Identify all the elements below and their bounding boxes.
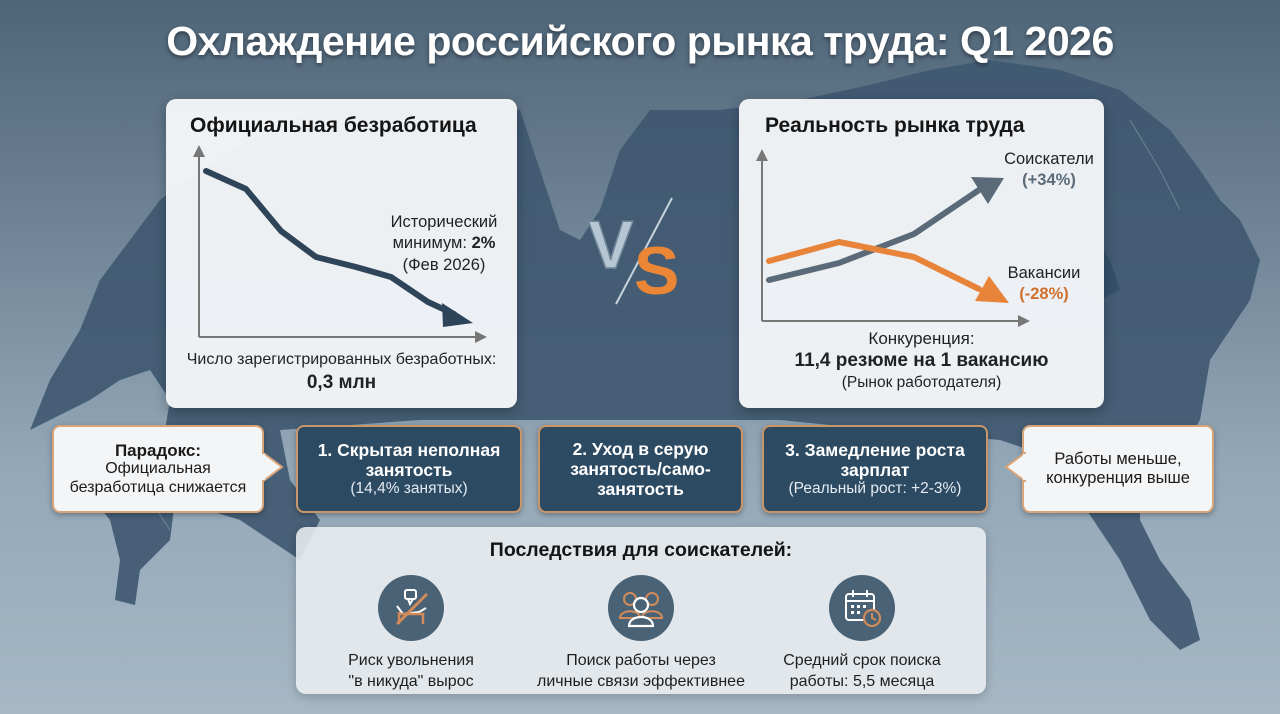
consequences-panel: Последствия для соискателей: Риск увольн… <box>296 527 986 694</box>
factor-hidden-underemployment: 1. Скрытая неполная занятость (14,4% зан… <box>296 425 522 513</box>
result-pointer-icon <box>1004 452 1026 482</box>
factor-grey-employment: 2. Уход в серую занятость/само- занятост… <box>538 425 743 513</box>
historical-minimum-annotation: Исторический минимум: 2% (Фев 2026) <box>390 213 498 274</box>
competition-note: (Рынок работодателя) <box>841 374 1002 391</box>
competition-label: Конкуренция: <box>868 329 975 348</box>
unemployment-decline-chart <box>193 145 487 343</box>
official-unemployment-card: Официальная безработица Исторический мин… <box>166 99 517 408</box>
vacancies-down-arrow-icon <box>975 276 1009 303</box>
x-axis-arrow-icon <box>475 331 487 343</box>
registered-unemployed-value: 0,3 млн <box>306 372 377 393</box>
result-callout: Работы меньше, конкуренция выше <box>1022 425 1214 513</box>
historical-minimum-value: 2% <box>471 234 496 253</box>
consequence-search-duration: Средний срок поиска работы: 5,5 месяца <box>757 575 967 693</box>
competition-value: 11,4 резюме на 1 вакансию <box>794 350 1049 371</box>
dismissal-icon <box>395 589 429 626</box>
labor-market-reality-title: Реальность рынка труда <box>765 114 1025 137</box>
paradox-title: Парадокс: <box>114 440 202 460</box>
consequences-title: Последствия для соискателей: <box>489 539 793 561</box>
y-axis-arrow-icon <box>193 145 205 157</box>
vacancies-label: Вакансии <box>1007 264 1081 282</box>
people-network-icon <box>618 592 664 628</box>
versus-icon: V S <box>587 197 679 306</box>
factor-slow-wage-growth: 3. Замедление роста зарплат (Реальный ро… <box>762 425 988 513</box>
x-axis-arrow-icon <box>1018 315 1030 327</box>
consequence-personal-network: Поиск работы через личные связи эффектив… <box>536 575 746 693</box>
svg-text:V: V <box>588 207 633 283</box>
official-unemployment-title: Официальная безработица <box>190 114 477 137</box>
paradox-pointer-icon <box>262 452 284 482</box>
paradox-callout: Парадокс: Официальная безработица снижае… <box>52 425 264 513</box>
registered-unemployed-label: Число зарегистрированных безработных: <box>186 351 497 368</box>
trend-down-arrow-icon <box>442 303 473 327</box>
svg-text:S: S <box>634 233 679 306</box>
y-axis-arrow-icon <box>756 149 768 161</box>
vacancies-change: (-28%) <box>1019 285 1069 303</box>
applicants-up-arrow-icon <box>971 177 1004 204</box>
applicants-label: Соискатели <box>1004 150 1094 168</box>
calendar-clock-icon <box>845 590 882 628</box>
consequence-dismissal-risk: Риск увольнения "в никуда" вырос <box>306 575 516 693</box>
applicants-vs-vacancies-chart <box>756 149 1030 327</box>
labor-market-reality-card: Реальность рынка труда Соискатели (+34%)… <box>739 99 1104 408</box>
applicants-change: (+34%) <box>1022 171 1076 189</box>
page-title: Охлаждение российского рынка труда: Q1 2… <box>166 18 1114 64</box>
